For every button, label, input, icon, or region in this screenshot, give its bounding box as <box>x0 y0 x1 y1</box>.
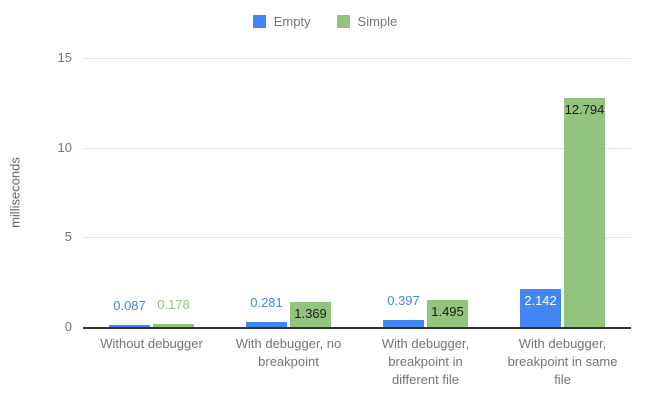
x-axis-labels: Without debugger With debugger, no break… <box>83 335 631 389</box>
y-axis-title: milliseconds <box>7 157 23 228</box>
legend-label-simple: Simple <box>357 14 398 29</box>
bar-empty-no-breakpoint: 0.281 <box>246 58 287 327</box>
bar-group-breakpoint-different-file: 0.397 1.495 <box>357 58 494 327</box>
gridline-5 <box>83 237 631 239</box>
bar <box>383 319 424 327</box>
x-label-breakpoint-different-file: With debugger, breakpoint in different f… <box>381 336 470 387</box>
bar-empty-without-debugger: 0.087 <box>109 58 150 327</box>
plot-area: 0.087 0.178 0.281 1.369 <box>83 58 631 329</box>
gridline-10 <box>83 147 631 149</box>
bar-value-label: 0.087 <box>113 298 146 314</box>
bar-value-label: 12.794 <box>564 101 605 117</box>
bar-simple-breakpoint-same-file: 12.794 <box>564 58 605 327</box>
bar <box>109 325 150 327</box>
chart-legend: Empty Simple <box>0 14 650 29</box>
gridline-15 <box>83 58 631 59</box>
legend-swatch-simple <box>336 15 350 28</box>
y-tick-15: 15 <box>57 50 72 65</box>
bar-value-label: 0.178 <box>157 296 190 312</box>
bar <box>290 302 331 327</box>
bar-simple-breakpoint-different-file: 1.495 <box>427 58 468 327</box>
bar-group-no-breakpoint: 0.281 1.369 <box>220 58 357 327</box>
bar-empty-breakpoint-same-file: 2.142 <box>520 58 561 327</box>
y-tick-0: 0 <box>64 319 72 334</box>
bar-simple-no-breakpoint: 1.369 <box>290 58 331 327</box>
bar-value-label: 1.495 <box>431 304 464 320</box>
bar-value-label: 1.369 <box>294 306 327 322</box>
x-label-breakpoint-same-file: With debugger, breakpoint in same file <box>507 336 618 387</box>
bar-value-label: 2.142 <box>524 292 557 308</box>
y-tick-5: 5 <box>64 229 72 244</box>
legend-label-empty: Empty <box>273 14 311 29</box>
x-label-no-breakpoint: With debugger, no breakpoint <box>235 336 342 369</box>
bar-group-breakpoint-same-file: 2.142 12.794 <box>494 58 631 327</box>
legend-swatch-empty <box>252 15 266 28</box>
bar-value-label: 0.397 <box>387 292 420 308</box>
bar <box>564 97 605 327</box>
legend-item-simple: Simple <box>336 14 398 29</box>
bar-value-label: 0.281 <box>250 295 283 310</box>
x-label-without-debugger: Without debugger <box>100 336 203 351</box>
bar <box>520 288 561 327</box>
y-tick-10: 10 <box>57 140 72 155</box>
bar <box>427 300 468 327</box>
bar-group-without-debugger: 0.087 0.178 <box>83 58 220 327</box>
legend-item-empty: Empty <box>252 14 311 29</box>
bar <box>153 323 194 327</box>
bar-simple-without-debugger: 0.178 <box>153 58 194 327</box>
bar-groups: 0.087 0.178 0.281 1.369 <box>83 58 631 327</box>
bar-empty-breakpoint-different-file: 0.397 <box>383 58 424 327</box>
bar <box>246 322 287 327</box>
